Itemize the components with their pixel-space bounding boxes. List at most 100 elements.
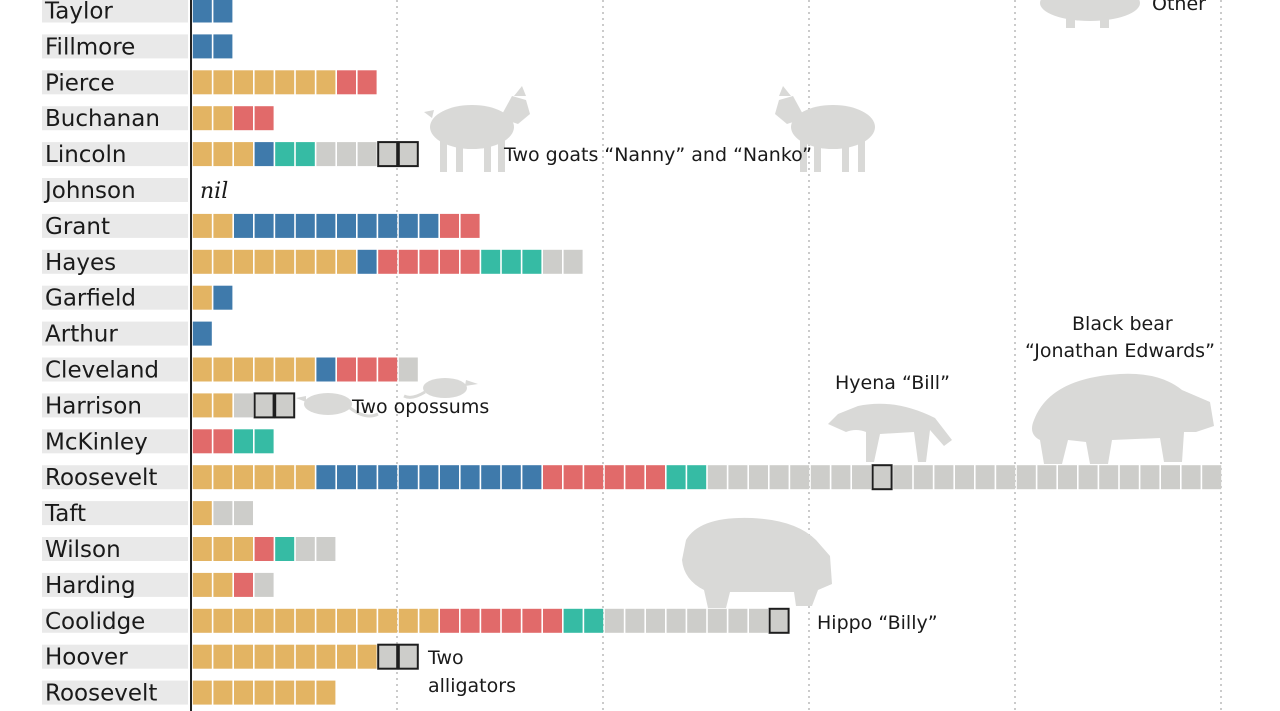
bar-row: Coolidge: [42, 607, 790, 635]
unit-dog: [357, 644, 377, 669]
unit-horse: [275, 213, 295, 238]
unit-dog: [419, 608, 439, 633]
unit-dog: [337, 608, 356, 633]
unit-horse: [295, 213, 315, 238]
unit-cat: [481, 249, 501, 274]
bar-row: McKinley: [42, 429, 274, 455]
unit-cat: [584, 608, 604, 633]
unit-other: [646, 608, 665, 633]
unit-other: [398, 357, 418, 382]
unit-dog: [275, 644, 295, 669]
unit-cat: [666, 465, 686, 490]
unit-dog: [316, 70, 336, 95]
unit-bird: [563, 465, 583, 490]
row-label: Hayes: [45, 250, 116, 276]
unit-dog: [234, 249, 253, 274]
row-label-bg: [42, 501, 188, 526]
unit-dog: [192, 142, 212, 167]
opossum-silhouettes: [296, 378, 478, 418]
unit-other: [955, 465, 974, 490]
unit-dog: [275, 680, 295, 705]
unit-bird: [254, 106, 274, 131]
unit-dog: [357, 608, 377, 633]
unit-horse: [316, 213, 336, 238]
unit-other: [728, 465, 748, 490]
unit-other: [1037, 465, 1057, 490]
row-label-bg: [42, 285, 188, 310]
unit-dog: [213, 680, 233, 705]
bear-silhouette: [1032, 373, 1214, 464]
unit-bird: [213, 429, 233, 454]
gridlines: [396, 0, 1222, 711]
bar-row: Buchanan: [42, 106, 274, 132]
unit-dog: [275, 357, 295, 382]
unit-highlight: [253, 392, 275, 419]
row-note: nil: [200, 179, 228, 204]
unit-dog: [234, 608, 253, 633]
row-label-bg: [42, 178, 188, 202]
unit-other: [234, 393, 253, 418]
unit-highlight: [397, 643, 419, 670]
bar-row: Fillmore: [42, 34, 233, 60]
bar-rows: Taylor Fillmore Pierce Buchanan Lincoln Johns…: [42, 0, 1222, 707]
unit-bird: [440, 213, 459, 238]
unit-other: [1181, 465, 1201, 490]
unit-dog: [254, 680, 274, 705]
unit-other: [934, 465, 954, 490]
unit-other: [1016, 465, 1036, 490]
bar-row: Arthur: [42, 321, 212, 348]
bar-row: Wilson: [42, 537, 336, 563]
unit-bird: [460, 213, 480, 238]
bear-annotation-line2: “Jonathan Edwards”: [1025, 340, 1215, 362]
unit-horse: [213, 285, 233, 310]
bar-row: Garfield: [42, 285, 233, 312]
unit-horse: [419, 213, 439, 238]
bar-row: Lincoln: [42, 141, 419, 168]
unit-horse: [357, 465, 377, 490]
unit-bird: [460, 608, 480, 633]
unit-bird: [522, 608, 542, 633]
unit-other: [810, 465, 830, 490]
unit-dog: [295, 680, 315, 705]
unit-dog: [213, 465, 233, 490]
opossums-annotation: Two opossums: [351, 396, 489, 418]
unit-bird: [192, 429, 212, 454]
unit-dog: [192, 285, 212, 310]
bar-row: Taft: [42, 501, 253, 527]
unit-cat: [254, 429, 274, 454]
unit-other: [337, 142, 356, 167]
row-label: Fillmore: [45, 34, 135, 60]
unit-highlight: [274, 392, 296, 419]
unit-horse: [316, 465, 336, 490]
unit-bird: [337, 70, 356, 95]
unit-dog: [192, 680, 212, 705]
unit-highlight: [768, 607, 790, 634]
goat-silhouette-right: [775, 86, 875, 172]
unit-bird: [357, 357, 377, 382]
row-label: Harrison: [45, 393, 142, 419]
unit-dog: [234, 70, 253, 95]
unit-horse: [213, 34, 233, 59]
unit-highlight: [377, 643, 399, 670]
unit-horse: [398, 465, 418, 490]
unit-other: [707, 465, 727, 490]
row-label: Lincoln: [45, 142, 126, 168]
unit-horse: [357, 213, 377, 238]
unit-dog: [275, 608, 295, 633]
unit-dog: [234, 142, 253, 167]
unit-bird: [419, 249, 439, 274]
bar-row: Cleveland: [42, 357, 418, 384]
unit-dog: [254, 249, 274, 274]
unit-other: [625, 608, 645, 633]
unit-highlight: [871, 464, 893, 491]
unit-cat: [563, 608, 583, 633]
unit-other: [687, 608, 707, 633]
unit-other: [749, 608, 768, 633]
unit-dog: [316, 680, 336, 705]
unit-other: [996, 465, 1016, 490]
unit-bird: [398, 249, 418, 274]
unit-dog: [234, 680, 253, 705]
unit-horse: [316, 357, 336, 382]
unit-other: [316, 142, 336, 167]
